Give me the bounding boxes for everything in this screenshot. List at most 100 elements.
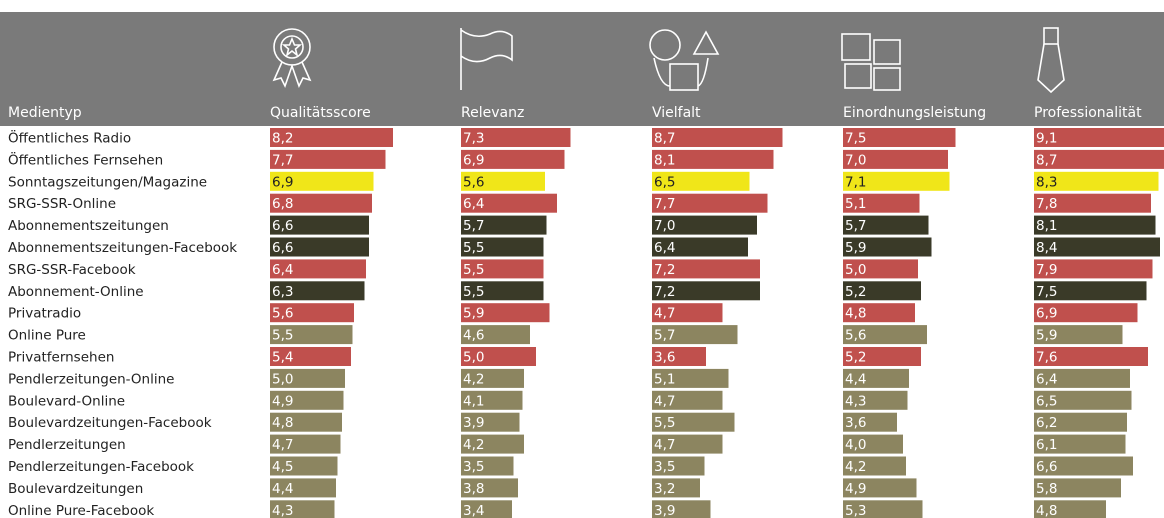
column-header: Vielfalt — [652, 105, 701, 121]
value-label: 6,9 — [272, 174, 293, 190]
value-label: 6,3 — [272, 284, 293, 300]
bar — [461, 193, 557, 213]
value-label: 4,3 — [845, 393, 866, 409]
row-label: Öffentliches Fernsehen — [8, 150, 163, 168]
row-label: Boulevard-Online — [8, 393, 125, 409]
bar — [1034, 325, 1123, 345]
bar — [1034, 390, 1132, 410]
header-band — [0, 12, 1164, 126]
bar — [461, 303, 550, 323]
row-label: Abonnement-Online — [8, 284, 144, 300]
bar — [1034, 215, 1156, 235]
bar — [652, 456, 705, 476]
value-label: 3,5 — [654, 459, 675, 475]
bar — [461, 128, 571, 147]
row-label: Online Pure — [8, 328, 86, 344]
bar — [461, 149, 565, 169]
row-label: Pendlerzeitungen-Online — [8, 371, 174, 387]
bar — [270, 434, 341, 454]
row-label: Abonnementszeitungen-Facebook — [8, 240, 237, 256]
value-label: 4,3 — [272, 503, 293, 518]
bar — [270, 347, 351, 366]
value-label: 5,5 — [463, 262, 484, 278]
bar — [652, 215, 757, 235]
bar — [1034, 368, 1130, 388]
bar — [843, 281, 921, 301]
value-label: 6,4 — [463, 196, 484, 212]
bar — [843, 303, 915, 323]
bar — [1034, 478, 1121, 498]
row-label: Abonnementszeitungen — [8, 218, 169, 234]
value-label: 4,9 — [845, 481, 866, 497]
row-label: Boulevardzeitungen-Facebook — [8, 415, 212, 431]
bar — [652, 259, 760, 279]
value-label: 5,4 — [272, 350, 293, 366]
row-label: Pendlerzeitungen — [8, 437, 126, 453]
value-label: 5,0 — [463, 350, 484, 366]
bar — [843, 237, 932, 257]
row-label: Öffentliches Radio — [8, 129, 131, 147]
bar — [461, 325, 530, 345]
value-label: 8,4 — [1036, 240, 1057, 256]
value-label: 3,4 — [463, 503, 484, 518]
value-label: 3,5 — [463, 459, 484, 475]
value-label: 4,8 — [272, 415, 293, 431]
value-label: 4,7 — [654, 306, 675, 322]
bar — [843, 456, 906, 476]
bar — [461, 500, 512, 518]
value-label: 4,7 — [654, 437, 675, 453]
value-label: 8,1 — [1036, 218, 1057, 234]
bar — [270, 171, 374, 191]
value-label: 4,2 — [845, 459, 866, 475]
row-label: Online Pure-Facebook — [8, 503, 154, 518]
bar — [843, 368, 909, 388]
bar — [270, 303, 354, 323]
value-label: 5,6 — [463, 174, 484, 190]
bar — [270, 281, 365, 301]
bar — [270, 128, 393, 147]
bar — [843, 500, 923, 518]
row-label: SRG-SSR-Online — [8, 196, 116, 212]
value-label: 4,8 — [845, 306, 866, 322]
value-label: 4,1 — [463, 393, 484, 409]
value-label: 4,7 — [272, 437, 293, 453]
column-header: Qualitätsscore — [270, 105, 371, 121]
bar — [652, 281, 760, 301]
value-label: 5,1 — [654, 371, 675, 387]
bar — [270, 259, 366, 279]
value-label: 5,1 — [845, 196, 866, 212]
value-label: 9,1 — [1036, 131, 1057, 147]
bar — [843, 478, 917, 498]
bar — [652, 237, 748, 257]
value-label: 3,6 — [845, 415, 866, 431]
value-label: 4,2 — [463, 437, 484, 453]
value-label: 5,5 — [272, 328, 293, 344]
bar — [843, 149, 948, 169]
bar — [652, 500, 711, 518]
value-label: 6,1 — [1036, 437, 1057, 453]
column-header: Professionalität — [1034, 105, 1142, 121]
value-label: 4,4 — [272, 481, 293, 497]
value-label: 7,3 — [463, 131, 484, 147]
bar — [270, 412, 342, 432]
bar — [461, 259, 544, 279]
bar — [270, 478, 336, 498]
bar — [461, 281, 544, 301]
value-label: 7,0 — [845, 152, 866, 168]
value-label: 6,6 — [272, 218, 293, 234]
bar — [1034, 500, 1106, 518]
value-label: 7,2 — [654, 262, 675, 278]
value-label: 6,6 — [1036, 459, 1057, 475]
value-label: 7,7 — [272, 152, 293, 168]
category-header: Medientyp — [8, 105, 82, 121]
bar — [652, 193, 768, 213]
value-label: 5,5 — [654, 415, 675, 431]
bar — [843, 325, 927, 345]
value-label: 5,2 — [845, 284, 866, 300]
bar — [843, 128, 956, 147]
bar — [652, 303, 723, 323]
bar — [1034, 171, 1159, 191]
bar — [652, 412, 735, 432]
value-label: 4,6 — [463, 328, 484, 344]
bar — [461, 368, 524, 388]
